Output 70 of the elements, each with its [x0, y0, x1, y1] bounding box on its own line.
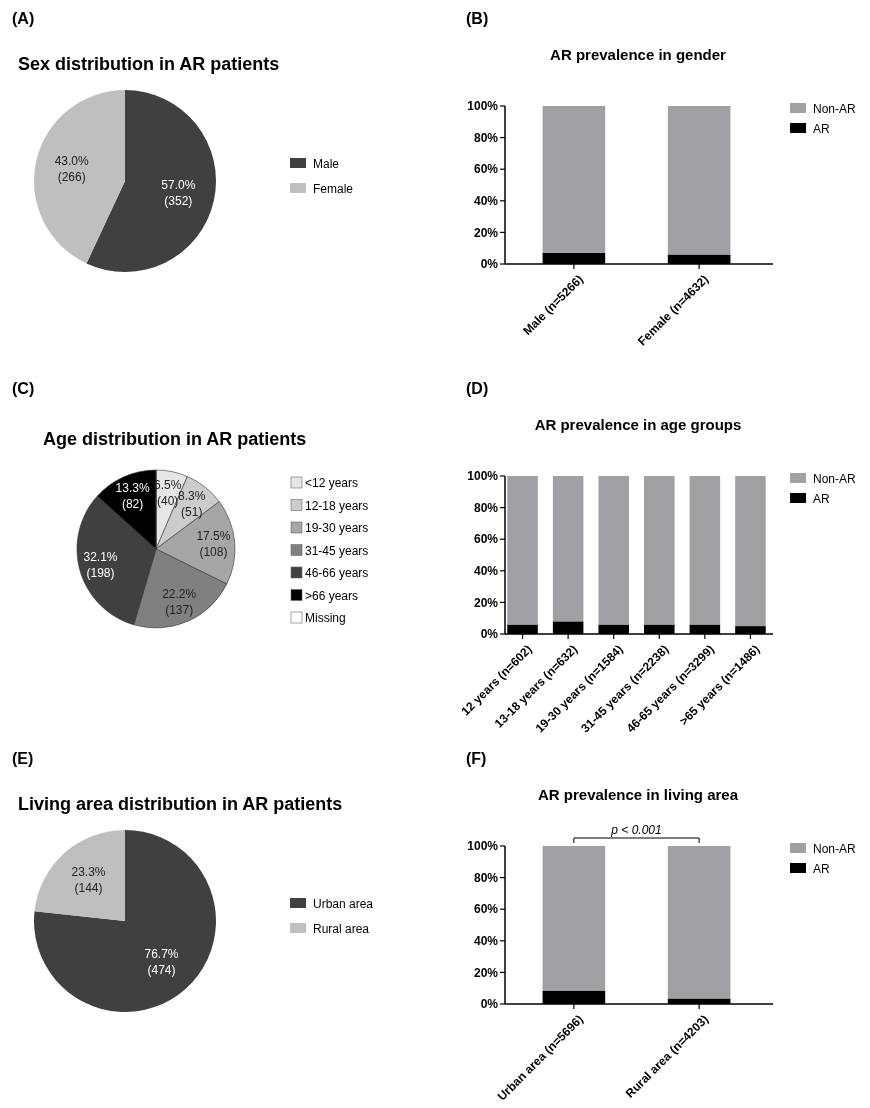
- legend-label: AR: [813, 122, 830, 136]
- legend-label: 31-45 years: [305, 543, 369, 558]
- data-label: 17.5% (108): [196, 528, 231, 559]
- legend-label: 46-66 years: [305, 566, 369, 580]
- data-label: 22.2% (137): [162, 586, 197, 617]
- y-tick-label: 100%: [467, 469, 499, 484]
- text: (A): [12, 10, 35, 27]
- bar: [644, 476, 675, 625]
- pie-slice: [34, 830, 216, 1012]
- data-label: 32.1% (198): [83, 549, 118, 580]
- legend-label: Non-AR: [813, 842, 857, 856]
- data-label: 76.7% (474): [144, 946, 179, 977]
- bar: [542, 846, 606, 991]
- legend-label: 19-30 years: [305, 521, 369, 535]
- y-tick-label: 0%: [480, 997, 499, 1012]
- chart-title: Sex distribution in AR patients: [18, 54, 280, 74]
- pie-slice: [34, 830, 125, 921]
- text: p < 0.001: [610, 823, 662, 837]
- y-tick-label: 100%: [467, 839, 499, 854]
- bar: [542, 106, 606, 253]
- y-tick-label: 40%: [473, 194, 499, 208]
- chart-title: AR prevalence in age groups: [534, 416, 742, 433]
- bar: [735, 476, 766, 627]
- chart-title: AR prevalence in gender: [550, 46, 727, 63]
- y-tick-label: 60%: [473, 532, 499, 547]
- chart-title: Living area distribution in AR patients: [18, 794, 343, 814]
- legend-label: AR: [813, 492, 830, 506]
- text: (F): [466, 750, 487, 767]
- y-tick-label: 20%: [473, 595, 499, 610]
- y-tick-label: 40%: [473, 934, 499, 948]
- y-tick-label: 80%: [473, 130, 499, 145]
- bar: [667, 846, 731, 999]
- y-tick-label: 20%: [473, 965, 499, 980]
- y-tick-label: 100%: [467, 99, 499, 114]
- data-label: 13.3% (82): [115, 481, 150, 512]
- text: (C): [12, 380, 35, 397]
- pie-slice: [34, 90, 125, 264]
- legend-label: >66 years: [305, 588, 359, 603]
- y-tick-label: 20%: [473, 225, 499, 240]
- text: (E): [12, 750, 34, 767]
- text: (B): [466, 10, 489, 27]
- y-tick-label: 80%: [473, 870, 499, 885]
- y-tick-label: 40%: [473, 564, 499, 578]
- y-tick-label: 60%: [473, 902, 499, 917]
- legend-label: Non-AR: [813, 472, 857, 486]
- legend-label: Non-AR: [813, 102, 857, 116]
- chart-title: AR prevalence in living area: [537, 786, 739, 803]
- legend-label: Urban area: [313, 897, 374, 911]
- text: (D): [466, 380, 489, 397]
- legend-label: Female: [313, 182, 354, 196]
- bar: [689, 476, 721, 625]
- data-label: 23.3% (144): [71, 865, 106, 896]
- legend-label: Male: [313, 157, 340, 171]
- bar: [507, 476, 538, 625]
- legend-label: Missing: [305, 611, 346, 625]
- y-tick-label: 0%: [480, 257, 499, 272]
- y-tick-label: 80%: [473, 500, 499, 515]
- legend-label: <12 years: [305, 476, 359, 490]
- legend-label: 12-18 years: [305, 498, 369, 513]
- legend-label: Rural area: [313, 922, 370, 936]
- bar: [667, 106, 731, 255]
- data-label: 8.3% (51): [178, 488, 206, 519]
- data-label: 57.0% (352): [161, 177, 196, 208]
- y-tick-label: 60%: [473, 162, 499, 177]
- legend-label: AR: [813, 862, 830, 876]
- bar: [552, 476, 584, 622]
- bar: [598, 476, 629, 625]
- chart-title: Age distribution in AR patients: [43, 429, 307, 449]
- data-label: 43.0% (266): [54, 154, 90, 185]
- y-tick-label: 0%: [480, 627, 499, 642]
